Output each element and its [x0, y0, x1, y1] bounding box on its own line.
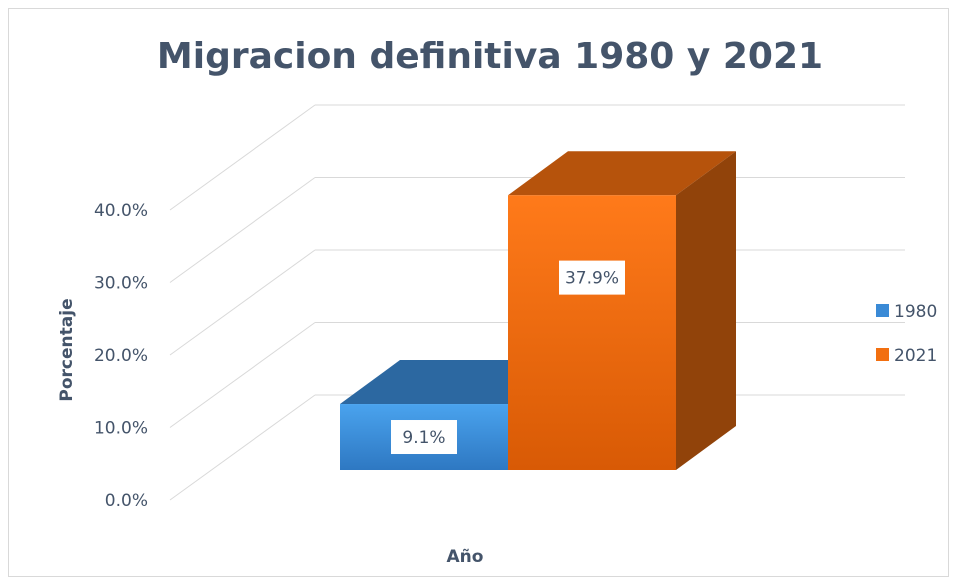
x-axis-title: Año: [447, 547, 484, 567]
legend-label: 2021: [894, 346, 937, 366]
y-tick-label: 0.0%: [105, 491, 148, 511]
grid-line: [169, 249, 316, 356]
y-tick-label: 40.0%: [94, 201, 148, 221]
y-tick-label: 10.0%: [94, 419, 148, 439]
grid-line: [169, 322, 316, 428]
legend-swatch: [876, 304, 889, 317]
y-tick-label: 30.0%: [94, 274, 148, 294]
bar: [508, 195, 676, 470]
grid-line: [169, 104, 316, 211]
chart-title: Migracion definitiva 1980 y 2021: [157, 36, 823, 77]
legend-swatch: [876, 348, 889, 361]
bar-top: [508, 151, 736, 196]
data-label-box: [391, 420, 457, 455]
y-tick-label: 20.0%: [94, 346, 148, 366]
grid-line: [169, 394, 316, 501]
data-label: 9.1%: [402, 428, 445, 448]
legend-label: 1980: [894, 302, 937, 322]
bar-side: [676, 151, 736, 470]
chart-border: [8, 8, 949, 577]
y-axis-title: Porcentaje: [57, 298, 77, 401]
grid-line: [169, 177, 316, 283]
data-label: 37.9%: [565, 269, 619, 289]
data-label-box: [559, 260, 625, 295]
